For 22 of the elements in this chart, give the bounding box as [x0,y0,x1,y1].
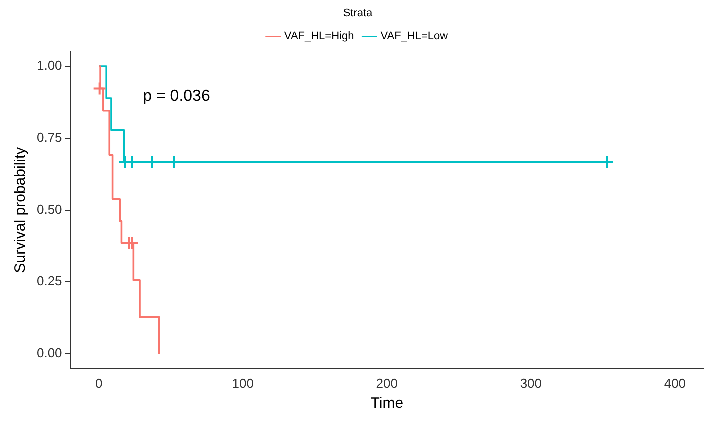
point [125,155,140,170]
legend-label: VAF_HL=High [284,30,354,43]
y-tick-label: 0.50 [36,202,62,217]
x-axis-title: Time [370,395,404,412]
y-tick-label: 0.00 [36,346,62,361]
y-axis-title: Survival probability [12,146,30,274]
legend-title: Strata [343,8,374,20]
x-tick-label: 200 [376,376,398,391]
x-tick-label: 300 [520,376,542,391]
point [600,155,615,170]
point [125,236,140,250]
y-tick-label: 1.00 [36,58,62,74]
x-tick-label: 100 [232,376,254,391]
point [167,155,181,170]
point [92,82,107,96]
annotation: p = 0.036 [143,88,210,105]
x-tick-label: 400 [664,376,686,391]
y-tick-label: 0.75 [36,130,62,146]
x-tick-label: 0 [95,376,103,391]
point [145,155,160,170]
y-tick-label: 0.25 [36,274,62,289]
legend-label: VAF_HL=Low [380,30,448,43]
